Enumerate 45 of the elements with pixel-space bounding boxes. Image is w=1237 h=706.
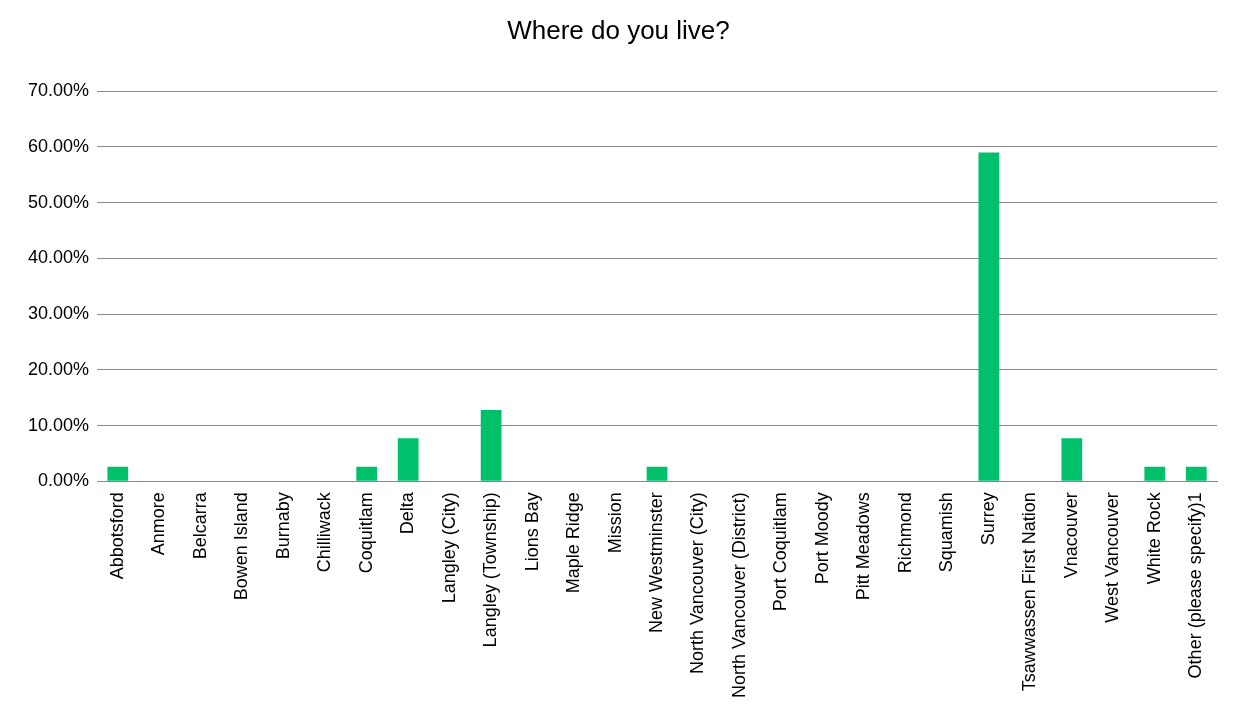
x-tick-label: White Rock — [1143, 491, 1164, 585]
x-tick-label: North Vancouver (District) — [728, 492, 749, 698]
x-tick-label: Port Coquitlam — [770, 492, 791, 612]
x-tick-label: Langley (City) — [438, 492, 459, 604]
x-tick-label: Lions Bay — [521, 492, 542, 572]
x-tick-label: New Westminster — [645, 492, 666, 633]
x-tick-label: Bowen Island — [231, 492, 252, 601]
x-tick-label: Maple Ridge — [563, 492, 584, 594]
bar — [646, 466, 668, 481]
x-tick-label: Mission — [604, 492, 625, 554]
x-tick-label: Coquitlam — [355, 492, 376, 574]
x-tick-label: North Vancouver (City) — [687, 492, 708, 675]
bar — [480, 409, 502, 481]
bar — [1185, 466, 1207, 481]
chart-title: Where do you live? — [507, 14, 730, 45]
x-tick-label: Surrey — [977, 492, 998, 546]
x-tick-label: Port Moody — [811, 492, 832, 585]
x-tick-label: Burnaby — [272, 492, 293, 560]
y-tick-label: 50.00% — [27, 191, 90, 212]
x-tick-label: Squamish — [936, 492, 957, 573]
y-tick-label: 40.00% — [27, 247, 90, 268]
x-tick-label: Pitt Meadows — [853, 492, 874, 601]
x-tick-label: Other (please specify)1 — [1185, 492, 1206, 679]
y-tick-label: 60.00% — [27, 135, 90, 156]
x-tick-label: Vnacouver — [1060, 492, 1081, 579]
y-tick-label: 0.00% — [38, 470, 90, 491]
y-tick-label: 70.00% — [27, 80, 90, 101]
x-tick-label: Tsawwassen First Nation — [1019, 492, 1040, 692]
x-tick-label: Chilliwack — [314, 491, 335, 573]
x-tick-label: Abbotsford — [106, 492, 127, 580]
bar — [356, 466, 378, 481]
x-tick-label: Langley (Township) — [480, 492, 501, 648]
x-tick-label: West Vancouver — [1102, 492, 1123, 623]
y-tick-label: 30.00% — [27, 303, 90, 324]
x-tick-label: Delta — [397, 491, 418, 535]
y-tick-label: 20.00% — [27, 358, 90, 379]
y-tick-label: 10.00% — [27, 414, 90, 435]
bar — [978, 152, 1000, 481]
x-tick-label: Richmond — [894, 492, 915, 574]
bar — [1144, 466, 1166, 481]
bar — [1061, 438, 1083, 481]
bar — [397, 438, 419, 481]
x-tick-label: Anmore — [148, 492, 169, 556]
x-tick-label: Belcarra — [189, 491, 210, 560]
bar — [107, 466, 129, 481]
